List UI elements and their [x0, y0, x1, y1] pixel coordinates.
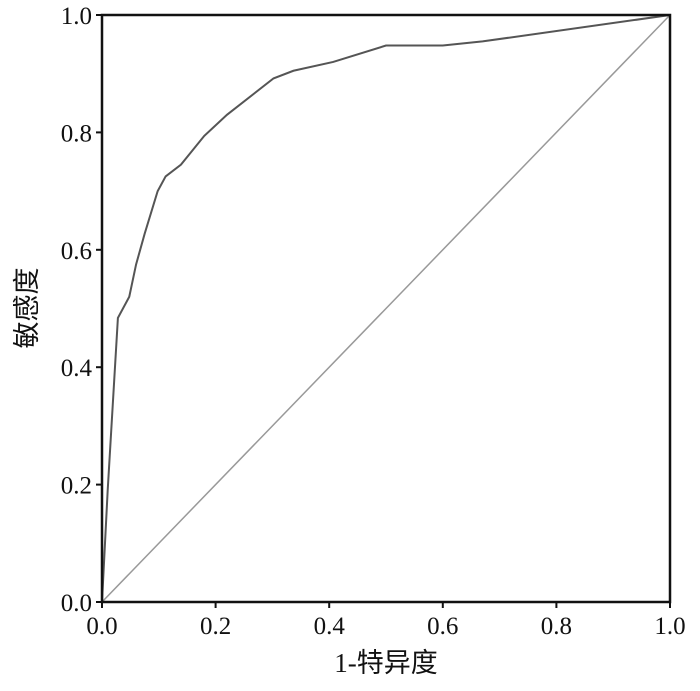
plot-frame [100, 13, 672, 604]
y-tick-label: 0.4 [61, 355, 93, 382]
x-axis-label: 1-特异度 [334, 648, 438, 678]
y-tick-label: 0.8 [61, 120, 92, 147]
y-axis-label: 敏感度 [12, 268, 42, 349]
x-tick-label: 1.0 [654, 613, 685, 640]
reference-diagonal [101, 14, 671, 603]
x-tick-label: 0.0 [86, 613, 117, 640]
x-tick-label: 0.4 [314, 613, 346, 640]
y-tick-label: 0.2 [61, 473, 92, 500]
y-tick-label: 1.0 [61, 3, 92, 30]
y-tick-label: 0.0 [61, 590, 92, 617]
y-tick-label: 0.6 [61, 238, 92, 265]
x-tick-label: 0.2 [200, 613, 231, 640]
x-tick-label: 0.8 [541, 613, 572, 640]
x-tick-label: 0.6 [427, 613, 458, 640]
roc-curve [101, 14, 671, 603]
